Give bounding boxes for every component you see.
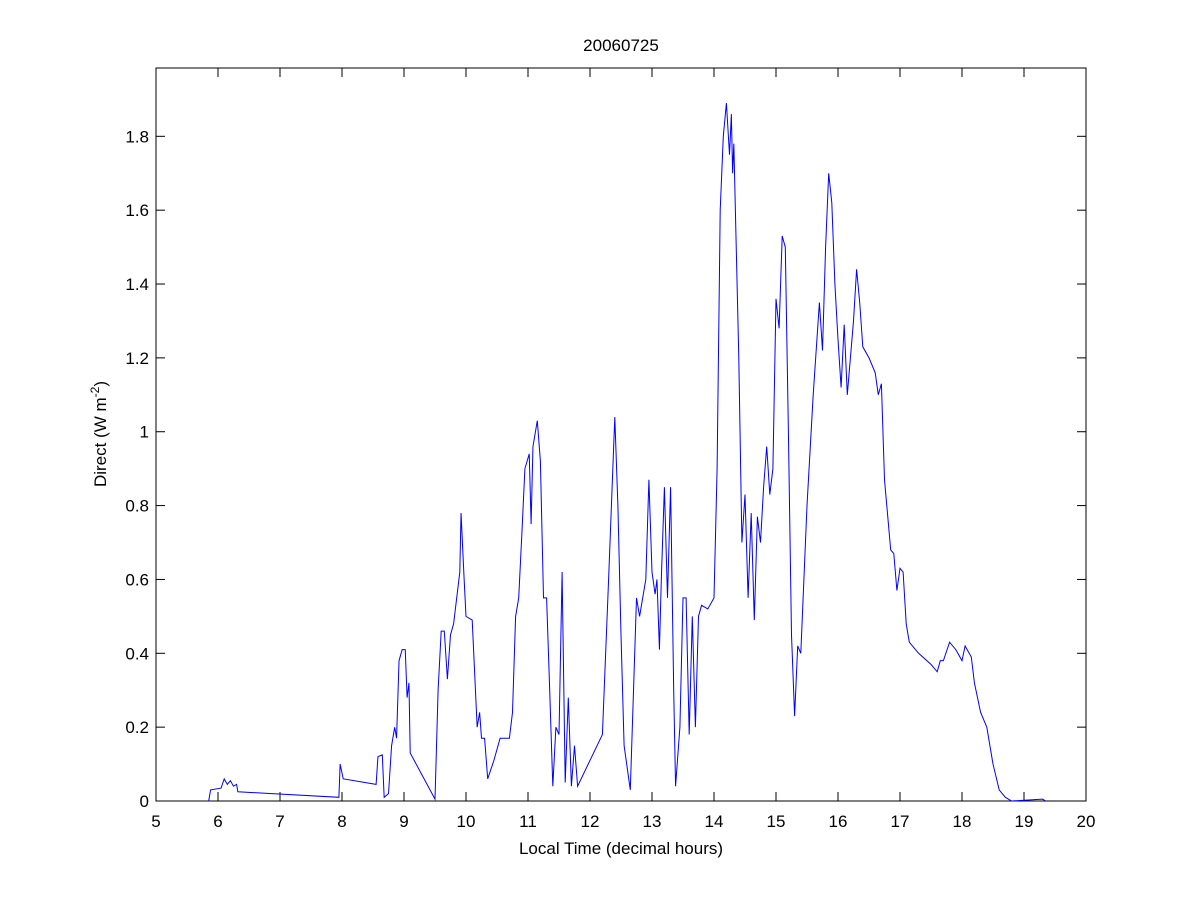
y-tick-label: 0.2 xyxy=(125,718,149,737)
x-tick-label: 20 xyxy=(1077,812,1096,831)
y-label-text: Direct (W m xyxy=(91,397,110,487)
x-tick-label: 12 xyxy=(581,812,600,831)
x-tick-label: 10 xyxy=(457,812,476,831)
x-tick-label: 18 xyxy=(953,812,972,831)
x-axis-label: Local Time (decimal hours) xyxy=(519,839,723,858)
y-tick-label: 0.8 xyxy=(125,497,149,516)
y-tick-label: 1.8 xyxy=(125,127,149,146)
x-tick-label: 17 xyxy=(891,812,910,831)
x-tick-label: 11 xyxy=(519,812,537,831)
x-tick-label: 5 xyxy=(151,812,160,831)
data-line xyxy=(208,103,1046,802)
chart-title: 20060725 xyxy=(583,36,659,55)
x-tick-label: 19 xyxy=(1015,812,1034,831)
x-tick-label: 9 xyxy=(399,812,408,831)
x-tick-label: 8 xyxy=(337,812,346,831)
y-tick-label: 1.2 xyxy=(125,349,149,368)
x-tick-label: 13 xyxy=(643,812,662,831)
y-axis-label: Direct (W m-2) xyxy=(88,381,110,487)
plot-area xyxy=(155,67,1087,802)
y-tick-label: 0.6 xyxy=(125,570,149,589)
y-tick-label: 0 xyxy=(140,792,149,811)
y-label-close: ) xyxy=(91,381,110,387)
x-tick-label: 6 xyxy=(213,812,222,831)
y-tick-label: 1.4 xyxy=(125,275,149,294)
x-tick-label: 14 xyxy=(705,812,724,831)
x-tick-label: 15 xyxy=(767,812,786,831)
y-label-sup: -2 xyxy=(88,386,102,397)
y-tick-label: 1.6 xyxy=(125,201,149,220)
y-tick-label: 1 xyxy=(140,423,149,442)
y-tick-label: 0.4 xyxy=(125,644,149,663)
x-tick-label: 16 xyxy=(829,812,848,831)
x-tick-label: 7 xyxy=(275,812,284,831)
